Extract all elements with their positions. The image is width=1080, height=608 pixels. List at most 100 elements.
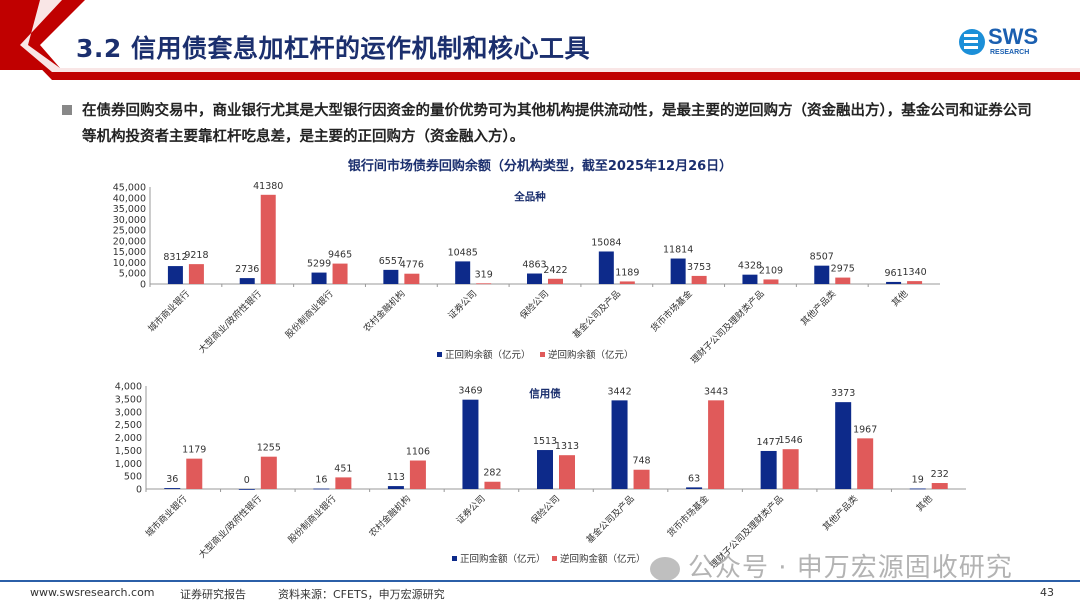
bar-reverse-repo: [633, 469, 650, 489]
data-label: 4776: [400, 260, 424, 271]
data-label: 19: [912, 475, 924, 486]
y-tick-label: 40,000: [113, 193, 146, 204]
data-label: 3469: [458, 386, 482, 397]
data-label: 3373: [831, 388, 855, 399]
footer-divider: [0, 580, 1080, 582]
bar-reverse-repo: [907, 281, 923, 284]
bar-reverse-repo: [619, 281, 635, 284]
data-label: 3443: [704, 386, 728, 397]
data-label: 2736: [235, 264, 259, 275]
bar-repo: [383, 269, 399, 284]
y-tick-label: 15,000: [113, 247, 146, 258]
data-label: 1513: [533, 436, 557, 447]
y-tick-label: 2,000: [115, 433, 142, 444]
data-label: 4863: [522, 260, 546, 271]
data-label: 3442: [607, 386, 631, 397]
data-label: 5299: [307, 259, 331, 270]
x-tick-label: 股份制商业银行: [285, 493, 338, 546]
y-tick-label: 35,000: [113, 204, 146, 215]
bar-repo: [164, 488, 181, 489]
legend-label: 正回购金额（亿元）: [460, 553, 546, 565]
legend-swatch: [437, 352, 442, 357]
bar-repo: [455, 261, 471, 284]
bar-reverse-repo: [476, 283, 492, 285]
bar-reverse-repo: [691, 275, 707, 284]
data-label: 8507: [810, 252, 834, 263]
bar-reverse-repo: [484, 481, 501, 489]
data-label: 961: [885, 268, 903, 279]
bar-repo: [462, 399, 479, 489]
page-title: 3.2 信用债套息加杠杆的运作机制和核心工具: [76, 34, 590, 63]
bar-reverse-repo: [409, 460, 426, 489]
y-tick-label: 5,000: [119, 269, 146, 280]
bar-repo: [167, 266, 183, 284]
x-tick-label: 基金公司及产品: [584, 493, 637, 546]
y-tick-label: 0: [140, 280, 146, 291]
legend-swatch: [452, 556, 457, 561]
bar-reverse-repo: [332, 263, 348, 284]
x-tick-label: 其他: [889, 288, 910, 309]
wechat-icon: [650, 556, 680, 581]
y-tick-label: 1,500: [115, 446, 142, 457]
data-label: 1255: [257, 443, 281, 454]
x-tick-label: 保险公司: [528, 493, 562, 527]
data-label: 451: [334, 463, 352, 474]
data-label: 11814: [663, 245, 693, 256]
data-label: 748: [632, 456, 650, 467]
y-tick-label: 3,500: [115, 394, 142, 405]
logo-subtext: RESEARCH: [990, 49, 1030, 56]
x-tick-label: 大型商业/政府性银行: [196, 288, 264, 356]
x-tick-label: 其他产品类: [798, 288, 838, 328]
data-label: 2422: [543, 265, 567, 276]
figure-title: 银行间市场债券回购余额（分机构类型，截至2025年12月26日）: [347, 159, 733, 174]
y-tick-label: 30,000: [113, 215, 146, 226]
data-label: 1179: [182, 445, 206, 456]
data-label: 9465: [328, 250, 352, 261]
chart-subtitle: 信用债: [529, 387, 561, 400]
bar-reverse-repo: [857, 438, 874, 489]
legend-swatch: [552, 556, 557, 561]
x-tick-label: 股份制商业银行: [283, 288, 336, 341]
legend-label: 正回购余额（亿元）: [445, 349, 531, 361]
x-tick-label: 其他: [914, 493, 935, 514]
bar-repo: [611, 400, 628, 489]
watermark-text: 公众号 · 申万宏源固收研究: [688, 553, 1013, 583]
bar-repo: [814, 265, 830, 284]
bar-reverse-repo: [782, 449, 799, 489]
x-tick-label: 城市商业银行: [143, 493, 190, 540]
bar-repo: [742, 274, 758, 284]
x-tick-label: 其他产品类: [820, 493, 860, 533]
data-label: 2109: [759, 265, 783, 276]
bar-repo: [686, 487, 703, 489]
bar-reverse-repo: [559, 455, 575, 489]
bullet-point: 在债券回购交易中，商业银行尤其是大型银行因资金的量价优势可为其他机构提供流动性，…: [62, 98, 1042, 150]
data-label: 1189: [615, 267, 639, 278]
bar-repo: [238, 489, 255, 490]
data-label: 8312: [163, 252, 187, 263]
x-tick-label: 证券公司: [454, 493, 488, 527]
bar-reverse-repo: [260, 194, 276, 284]
footer-website[interactable]: www.swsresearch.com: [30, 586, 155, 599]
bar-reverse-repo: [404, 273, 420, 284]
bar-reverse-repo: [931, 483, 948, 489]
sws-logo: SWS RESEARCH: [958, 22, 1058, 62]
y-tick-label: 0: [136, 485, 142, 496]
bar-reverse-repo: [548, 278, 563, 284]
data-label: 9218: [184, 250, 208, 261]
logo-icon: [959, 29, 985, 55]
data-label: 1106: [406, 447, 430, 458]
data-label: 1546: [779, 435, 803, 446]
bar-repo: [313, 488, 330, 490]
data-label: 2975: [831, 264, 855, 275]
y-tick-label: 45,000: [113, 183, 146, 194]
x-tick-label: 农村金融机构: [366, 493, 413, 540]
bar-reverse-repo: [260, 456, 277, 489]
bar-repo: [598, 251, 614, 284]
x-tick-label: 大型商业/政府性银行: [196, 493, 264, 561]
footer-report-type: 证券研究报告: [180, 588, 246, 601]
bar-repo: [311, 272, 327, 284]
data-label: 63: [688, 473, 700, 484]
bar-repo: [239, 278, 255, 284]
legend-swatch: [540, 352, 545, 357]
